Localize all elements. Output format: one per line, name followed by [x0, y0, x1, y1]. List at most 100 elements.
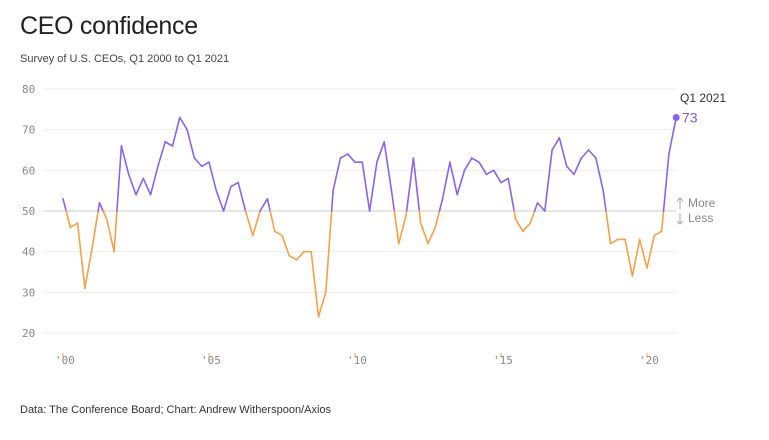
series-segment: [507, 177, 515, 212]
series-segment: [215, 189, 225, 212]
source-credit: Data: The Conference Board; Chart: Andre…: [20, 404, 332, 416]
series-segment: [419, 222, 429, 245]
series-segment: [106, 218, 115, 253]
series-segment: [376, 141, 386, 163]
series-segment: [427, 226, 437, 245]
series-segment: [208, 161, 218, 192]
series-segment: [113, 210, 118, 253]
series-segment: [281, 234, 291, 257]
end-point-label: Q1 2021: [680, 91, 726, 105]
series-segment: [580, 149, 590, 159]
series-segment: [259, 198, 269, 212]
series-segment: [434, 210, 441, 229]
chart-subtitle: Survey of U.S. CEOs, Q1 2000 to Q1 2021: [20, 53, 230, 65]
series-segment: [102, 210, 108, 220]
x-tick-label: '20: [639, 354, 659, 367]
series-segment: [157, 141, 166, 168]
series-segment: [252, 210, 261, 237]
series-segment: [295, 250, 305, 261]
series-segment: [660, 210, 665, 233]
series-segment: [332, 157, 342, 192]
series-segment: [587, 149, 597, 159]
series-segment: [393, 210, 400, 245]
chart-title: CEO confidence: [20, 12, 198, 40]
series-segment: [470, 157, 480, 163]
series-segment: [179, 116, 188, 131]
series-segment: [237, 181, 247, 212]
x-tick-label: '15: [493, 354, 513, 367]
y-tick-label: 30: [22, 286, 35, 299]
y-tick-label: 50: [22, 205, 35, 218]
series-segment: [624, 238, 634, 277]
series-segment: [339, 153, 349, 159]
series-segment: [142, 177, 152, 196]
series-segment: [116, 145, 123, 212]
y-tick-label: 60: [22, 164, 35, 177]
x-tick-label: '05: [201, 354, 221, 367]
series-segment: [84, 246, 93, 290]
end-point-value: 73: [682, 109, 698, 125]
series-segment: [595, 157, 605, 192]
series-segment: [127, 173, 137, 196]
series-segment: [91, 210, 99, 249]
series-segment: [412, 157, 421, 212]
series-segment: [368, 161, 378, 212]
end-point-marker: [672, 113, 680, 121]
series-segment: [565, 165, 575, 176]
more-less-legend: More Less: [676, 196, 716, 225]
series-segment: [361, 161, 371, 212]
series-segment: [164, 141, 174, 147]
series-segment: [405, 157, 415, 212]
series-segment: [346, 153, 356, 163]
arrow-down-icon: [676, 213, 684, 225]
series-segment: [631, 238, 641, 277]
series-segment: [418, 210, 422, 224]
series-segment: [330, 189, 334, 212]
series-segment: [193, 157, 203, 168]
series-segment: [186, 128, 196, 159]
series-segment: [605, 210, 612, 245]
series-segment: [383, 141, 393, 192]
series-segment: [438, 198, 444, 212]
y-tick-label: 20: [22, 327, 35, 340]
series-segment: [485, 169, 495, 176]
series-segment: [266, 198, 271, 212]
series-segment: [69, 222, 79, 229]
series-segment: [533, 202, 539, 212]
series-segment: [244, 210, 254, 237]
y-axis-ticks: 80 70 60 50 40 30 20: [22, 83, 35, 340]
arrow-up-icon: [676, 197, 684, 209]
series-segment: [397, 214, 407, 245]
series-segment: [513, 210, 517, 220]
series-segment: [536, 202, 546, 212]
series-segment: [602, 189, 607, 212]
series-segment: [492, 169, 502, 184]
series-segment: [149, 165, 159, 196]
series-segment: [529, 210, 536, 224]
series-segment: [653, 230, 663, 237]
series-segment: [273, 230, 283, 237]
x-tick-label: '10: [347, 354, 367, 367]
series-segment: [200, 161, 210, 168]
series-segment: [222, 185, 232, 212]
series-segment: [62, 198, 67, 212]
series-segment: [317, 291, 327, 318]
series-segment: [500, 177, 510, 184]
y-tick-label: 40: [22, 246, 35, 259]
series-segment: [98, 202, 104, 212]
series-segment: [662, 153, 670, 212]
grid-lines: [44, 88, 676, 334]
series-segment: [638, 238, 648, 269]
x-axis-ticks: '00 '05 '10 '15 '20: [55, 353, 659, 367]
series-segment: [76, 222, 86, 290]
series-segment: [478, 161, 488, 176]
less-label: Less: [688, 211, 713, 225]
series-segment: [558, 137, 568, 168]
series-segment: [390, 189, 396, 212]
series-segment: [543, 149, 553, 212]
series-segment: [441, 161, 451, 200]
series-segment: [324, 210, 333, 294]
more-label: More: [688, 196, 716, 210]
x-tick-label: '00: [55, 354, 75, 367]
